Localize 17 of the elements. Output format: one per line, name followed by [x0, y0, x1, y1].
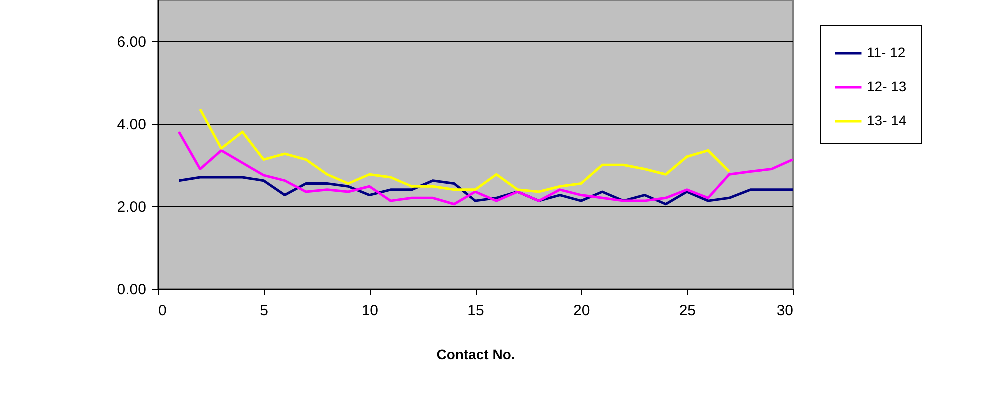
line-series	[199, 108, 731, 194]
x-tick-label: 0	[158, 302, 167, 320]
x-tick-label: 5	[260, 302, 269, 320]
y-tick-label: 0.00	[117, 282, 146, 298]
y-tick-label: 2.00	[117, 198, 146, 216]
x-tick-label: 25	[679, 302, 696, 320]
legend-label: 13- 14	[867, 112, 907, 128]
y-tick-label: 4.00	[117, 116, 146, 134]
x-tick-label: 15	[468, 302, 484, 320]
x-tick-label: 30	[776, 302, 794, 320]
legend-label: 12- 13	[867, 78, 907, 94]
legend-label: 11- 12	[867, 44, 906, 60]
x-tick-label: 10	[362, 302, 379, 320]
line-series	[178, 130, 793, 206]
x-axis-title: Contact No.	[436, 346, 516, 362]
x-tick-label: 20	[573, 302, 590, 320]
y-tick-label: 6.00	[117, 34, 146, 51]
